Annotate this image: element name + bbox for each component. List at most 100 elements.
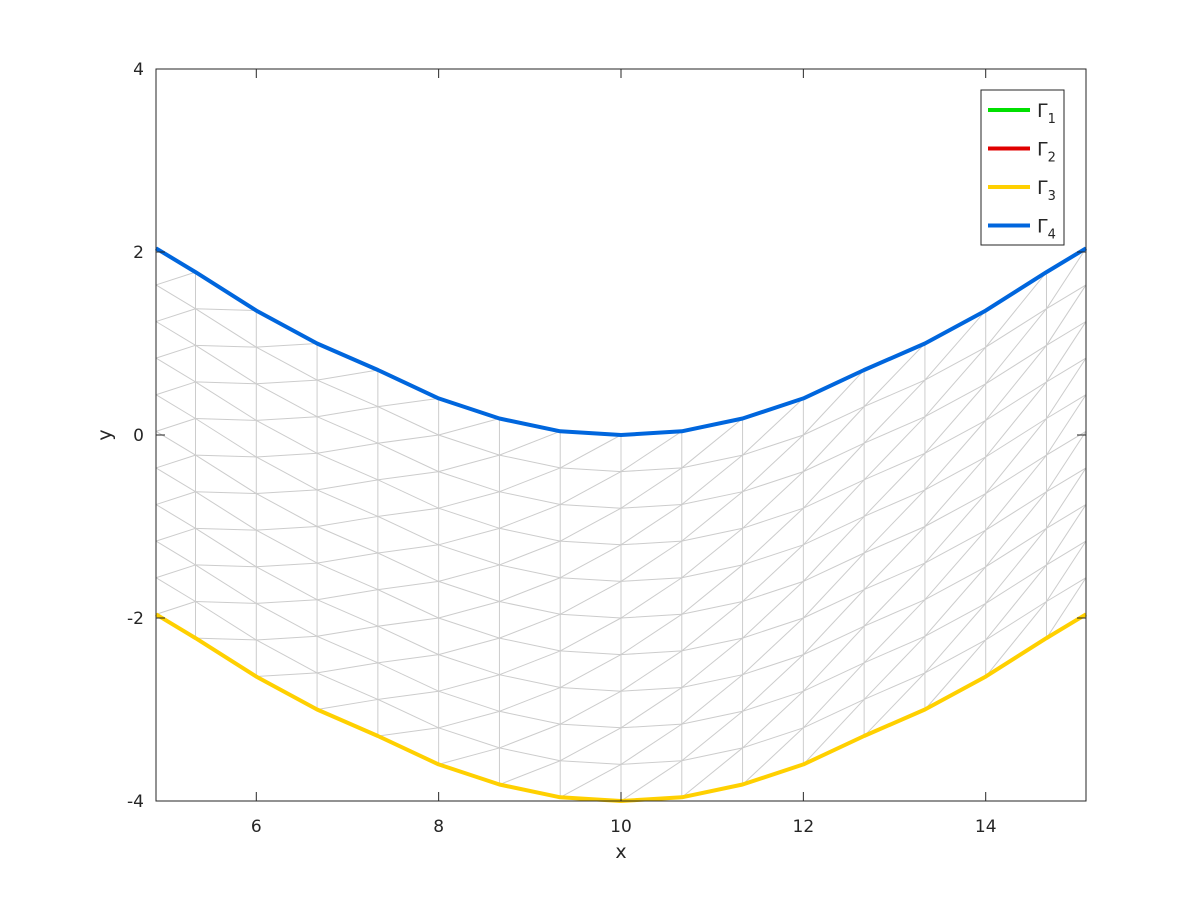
mesh-diagonal-line <box>1046 321 1087 383</box>
mesh-diagonal-line <box>559 654 622 688</box>
mesh-diagonal-line <box>985 454 1047 531</box>
mesh-diagonal-line <box>499 723 561 749</box>
mesh-diagonal-line <box>377 727 439 737</box>
mesh-diagonal-line <box>256 672 318 678</box>
mesh-diagonal-line <box>620 650 683 692</box>
mesh-diagonal-line <box>1046 577 1087 639</box>
mesh-diagonal-line <box>316 515 378 527</box>
mesh-diagonal-line <box>316 698 378 710</box>
mesh-diagonal-line <box>256 379 318 385</box>
mesh-diagonal-line <box>438 674 500 692</box>
mesh-diagonal-line <box>559 727 622 762</box>
mesh-diagonal-line <box>681 418 743 469</box>
mesh-diagonal-line <box>802 442 865 509</box>
mesh-diagonal-line <box>438 710 500 729</box>
mesh-diagonal-line <box>195 418 257 421</box>
mesh-diagonal-line <box>681 637 743 688</box>
mesh-diagonal-line <box>499 540 561 566</box>
mesh-diagonal-line <box>195 527 257 531</box>
mesh-diagonal-line <box>559 544 622 579</box>
mesh-diagonal-line <box>742 471 804 529</box>
mesh-diagonal-line <box>620 687 683 729</box>
mesh-diagonal-line <box>620 613 683 656</box>
mesh-diagonal-line <box>195 454 257 458</box>
mesh-diagonal-line <box>438 454 500 473</box>
x-tick-label: 14 <box>975 817 997 837</box>
mesh-diagonal-line <box>924 529 987 601</box>
mesh-diagonal-line <box>256 452 318 458</box>
mesh-diagonal-line <box>924 566 987 637</box>
mesh-diagonal-line <box>924 639 987 710</box>
mesh-diagonal-line <box>985 601 1047 677</box>
mesh-diagonal-line <box>195 491 257 495</box>
mesh-diagonal-line <box>1046 540 1087 602</box>
mesh-diagonal-line <box>377 580 439 591</box>
mesh-diagonal-line <box>863 489 926 554</box>
mesh-diagonal-line <box>438 747 500 765</box>
mesh-diagonal-line <box>316 589 378 601</box>
mesh-diagonal-line <box>155 308 196 323</box>
mesh-diagonal-line <box>620 723 683 765</box>
mesh-diagonal-line <box>924 456 987 527</box>
mesh-diagonal-line <box>256 416 318 421</box>
mesh-diagonal-line <box>620 504 683 546</box>
mesh-diagonal-line <box>377 471 439 481</box>
mesh-diagonal-line <box>316 442 378 454</box>
mesh-diagonal-line <box>742 544 804 602</box>
mesh-diagonal-line <box>155 527 196 542</box>
legend-box <box>980 89 1065 246</box>
mesh-diagonal-line <box>863 562 926 627</box>
mesh-diagonal-line <box>438 527 500 546</box>
mesh-diagonal-line <box>155 564 196 579</box>
mesh-diagonal-line <box>195 381 257 385</box>
mesh-diagonal-line <box>620 430 683 473</box>
mesh-diagonal-line <box>559 763 622 798</box>
mesh-diagonal-line <box>802 625 865 692</box>
mesh-diagonal-line <box>802 369 865 436</box>
mesh-diagonal-line <box>742 581 804 639</box>
mesh-diagonal-line <box>985 491 1047 568</box>
series-line-4 <box>154 246 1088 437</box>
mesh-diagonal-line <box>1046 467 1087 529</box>
mesh-diagonal-line <box>499 577 561 602</box>
mesh-diagonal-line <box>681 747 743 798</box>
mesh-diagonal-line <box>802 662 865 729</box>
mesh-diagonal-line <box>195 637 257 641</box>
mesh-diagonal-line <box>924 383 987 454</box>
mesh-diagonal-line <box>499 613 561 639</box>
mesh-diagonal-line <box>802 699 865 765</box>
mesh-diagonal-line <box>1046 394 1087 456</box>
y-tick-label: 4 <box>133 60 144 80</box>
mesh-diagonal-line <box>195 564 257 568</box>
mesh-diagonal-line <box>438 491 500 509</box>
mesh-diagonal-line <box>559 617 622 652</box>
mesh-diagonal-line <box>559 434 622 469</box>
mesh-diagonal-line <box>863 672 926 737</box>
mesh-diagonal-line <box>681 527 743 579</box>
mesh-diagonal-line <box>377 507 439 517</box>
mesh-diagonal-line <box>377 434 439 444</box>
mesh-diagonal-line <box>1046 431 1087 493</box>
mesh-diagonal-line <box>256 489 318 495</box>
mesh-diagonal-line <box>681 454 743 505</box>
mesh-diagonal-line <box>1046 357 1087 419</box>
mesh-diagonal-line <box>155 418 196 432</box>
x-tick-label: 6 <box>251 817 262 837</box>
mesh-diagonal-line <box>802 406 865 472</box>
mesh-diagonal-line <box>377 544 439 554</box>
mesh-diagonal-line <box>742 654 804 712</box>
mesh-diagonal-line <box>924 603 987 674</box>
mesh-diagonal-line <box>985 308 1047 385</box>
mesh-diagonal-line <box>256 599 318 604</box>
mesh-diagonal-line <box>681 601 743 652</box>
mesh-diagonal-line <box>985 271 1047 348</box>
mesh-diagonal-line <box>195 344 257 348</box>
mesh-diagonal-line <box>499 504 561 529</box>
mesh-diagonal-line <box>155 344 196 359</box>
x-tick-label: 12 <box>793 817 815 837</box>
mesh-diagonal-line <box>155 271 196 286</box>
mesh-diagonal-line <box>316 662 378 674</box>
y-axis-label: y <box>94 429 116 440</box>
mesh-diagonal-line <box>499 650 561 676</box>
